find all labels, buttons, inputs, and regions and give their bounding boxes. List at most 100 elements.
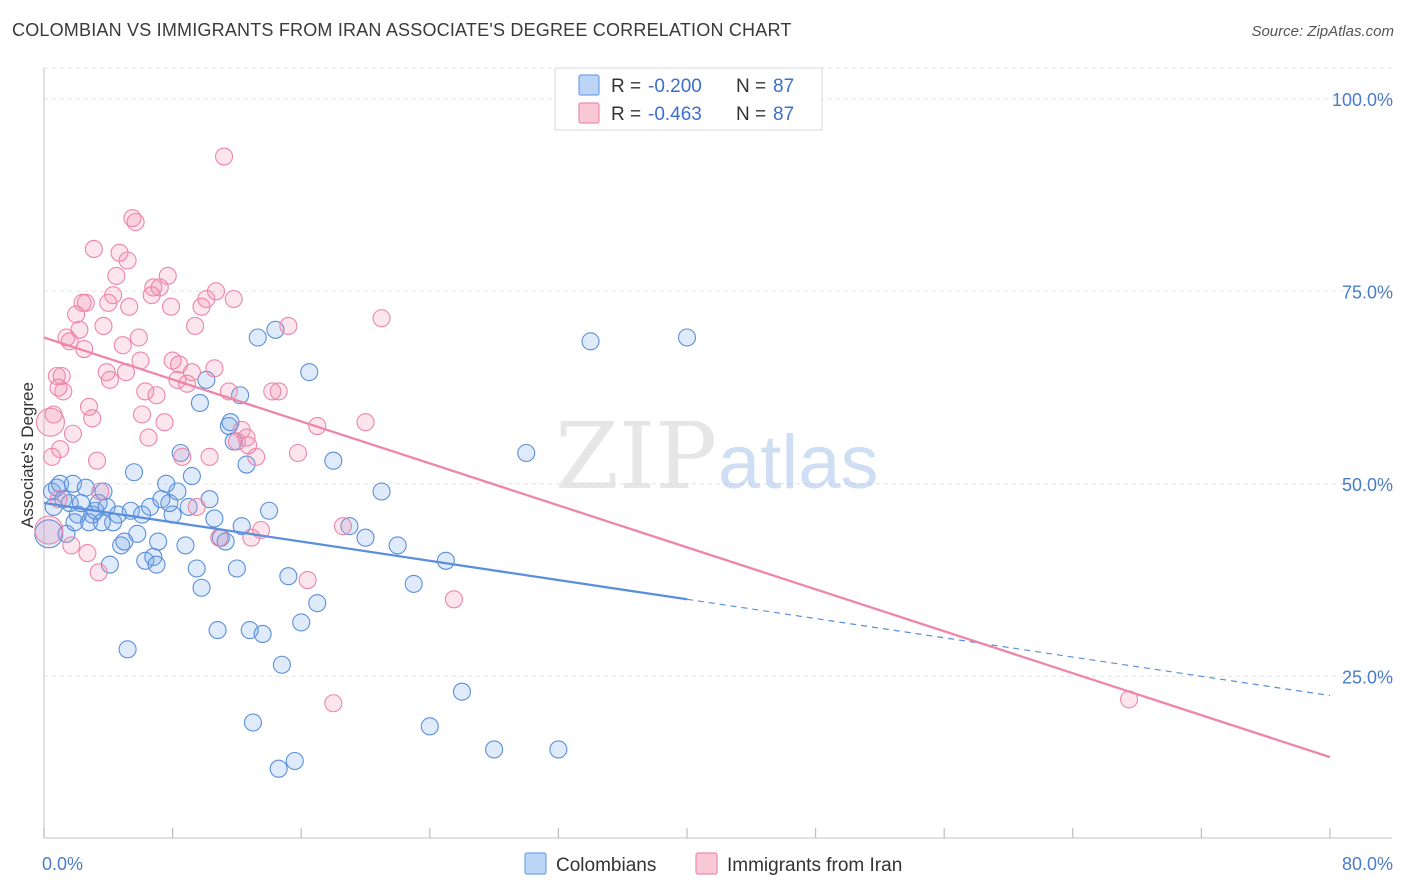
legend-n-label-2: N = [736,104,766,125]
colombians-point-53 [237,455,256,474]
legend-n-value-2: 87 [773,104,794,125]
iran-point-78 [186,316,205,336]
colombians-point-36 [168,482,187,501]
iran-point-37 [155,413,174,432]
iran-point-10 [67,305,86,324]
x-tick-label-0: 0.0% [42,854,83,874]
iran-point-79 [239,436,258,455]
iran-point-81 [62,536,81,555]
data-points [34,147,1139,778]
colombians-point-70 [388,536,407,555]
iran-point-13 [76,293,95,312]
iran-point-19 [94,316,113,336]
y-tick-label-2: 50.0% [1342,475,1393,495]
colombians-point-45 [205,509,224,528]
colombians-point-61 [279,567,298,586]
iran-point-27 [120,297,139,316]
colombians-point-25 [128,524,147,543]
colombians-point-68 [356,528,375,547]
iran-point-29 [126,212,145,232]
iran-point-41 [173,447,192,466]
iran-point-72 [52,366,71,386]
iran-point-25 [113,336,132,355]
iran-point-18 [91,482,110,501]
chart-source: Source: ZipAtlas.com [1251,23,1394,40]
colombians-point-71 [404,574,423,593]
legend-r-label-2: R = [611,104,641,125]
colombians-point-42 [192,578,211,597]
iran-point-55 [237,428,256,447]
legend-n-label-1: N = [736,76,766,97]
colombians-point-84 [65,513,84,532]
colombians-point-40 [182,467,201,486]
iran-point-74 [99,293,118,312]
x-tick-label-1: 80.0% [1342,854,1393,874]
iran-point-85 [161,297,181,316]
trend-lines [43,336,1331,759]
iran-point-30 [129,328,148,347]
grid-lines [44,67,1392,677]
iran-point-80 [78,544,97,563]
legend-swatch-colombians-bottom [524,852,547,875]
y-tick-label-3: 25.0% [1342,667,1393,687]
iran-point-53 [227,432,246,451]
iran-point-66 [333,517,353,536]
colombians-point-52 [232,517,251,536]
colombians-point-78 [581,332,600,351]
iran-trend-line [43,336,1331,759]
legend-label-colombians: Colombians [556,855,656,876]
colombians-point-62 [285,751,304,771]
iran-point-35 [147,386,166,405]
colombians-point-73 [436,551,455,570]
series-legend: Colombians Immigrants from Iran [524,852,902,876]
iran-point-6 [54,382,73,401]
iran-point-31 [133,405,152,424]
iran-point-68 [372,309,391,328]
iran-point-15 [83,409,102,428]
colombians-point-31 [149,532,168,551]
colombians-point-51 [227,559,246,578]
legend-label-iran: Immigrants from Iran [727,855,902,876]
iran-point-44 [187,497,206,516]
colombians-point-79 [677,328,697,347]
iran-point-38 [158,266,177,285]
iran-point-60 [269,382,288,401]
watermark-zip: ZIP [555,403,717,510]
colombians-point-76 [517,443,536,463]
iran-point-62 [288,443,308,463]
iran-point-59 [263,382,282,401]
colombians-point-63 [292,613,311,632]
y-tick-label-1: 75.0% [1342,282,1393,302]
colombians-point-69 [372,482,391,501]
colombians-point-57 [253,624,272,644]
colombians-point-38 [176,536,195,555]
colombians-point-85 [92,513,111,532]
colombians-point-77 [549,740,568,759]
legend-n-value-1: 87 [773,76,794,97]
colombians-point-58 [259,501,279,520]
iran-point-86 [206,282,226,301]
colombians-point-75 [485,740,504,759]
colombians-point-30 [147,555,166,574]
iran-point-21 [100,370,119,389]
colombians-point-80 [190,393,209,413]
colombians-point-10 [76,478,95,497]
iran-point-67 [356,413,375,432]
iran-point-16 [84,239,103,258]
legend-r-value-1: -0.200 [648,76,702,97]
colombians-trend-extension [686,598,1331,697]
iran-point-14 [79,397,99,416]
iran-point-33 [139,428,158,447]
iran-point-50 [214,147,234,166]
correlation-legend: R = -0.200 N = 87 R = -0.463 N = 87 [554,67,823,131]
iran-point-17 [87,451,107,470]
legend-swatch-iran-bottom [695,852,718,875]
y-tick-label-0: 100.0% [1332,90,1393,110]
watermark-atlas: atlas [718,420,879,505]
y-axis-label: Associate's Degree [18,382,37,528]
colombians-point-55 [243,713,263,732]
colombians-point-22 [118,640,137,659]
iran-point-5 [51,440,70,459]
colombians-point-67 [340,517,359,536]
